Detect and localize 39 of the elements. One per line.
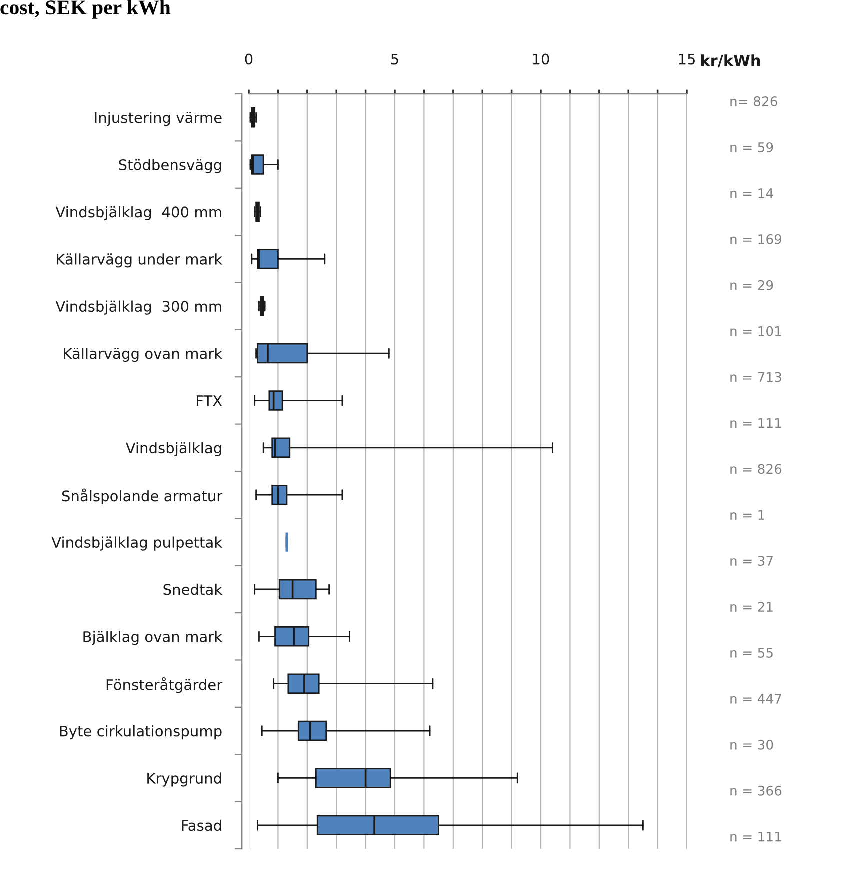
y-tick-label: Fönsteråtgärder	[106, 677, 223, 694]
y-tick-label: Vindsbjälklag pulpettak	[52, 536, 223, 551]
x-axis-title: kr/kWh	[701, 54, 760, 68]
text: n = 366	[730, 786, 782, 796]
x-tick-label: 10	[533, 54, 550, 65]
text: n = 111	[730, 832, 782, 842]
y-tick-label: Byte cirkulationspump	[60, 725, 222, 740]
x-tick-label: 5	[391, 54, 398, 65]
y-tick-label: Vindsbjälklag 300 mm	[56, 300, 222, 315]
y-tick-label: Stödbensvägg	[119, 159, 222, 174]
y-tick-label: Vindsbjälklag	[126, 442, 222, 456]
text: n = 447	[730, 694, 782, 704]
text: n = 713	[730, 372, 782, 382]
text: n = 111	[730, 418, 782, 428]
text: n = 30	[730, 740, 774, 750]
y-tick-label: Snedtak	[164, 584, 223, 596]
text: n = 59	[730, 142, 774, 152]
y-tick-label: Bjälklag ovan mark	[84, 631, 223, 646]
text: n = 21	[730, 602, 773, 612]
y-tick-label: Källarvägg under mark	[57, 254, 223, 268]
text: n = 29	[730, 280, 774, 290]
text: n= 826	[730, 96, 778, 107]
text: n = 37	[730, 556, 773, 566]
text: n = 1	[730, 510, 764, 520]
y-tick-label: Snålspolande armatur	[62, 488, 223, 505]
y-tick-label: Krypgrund	[148, 772, 222, 787]
y-tick-label: FTX	[197, 396, 222, 406]
y-tick-label: Fasad	[182, 820, 222, 832]
text: n = 826	[730, 464, 782, 474]
text: n = 14	[730, 188, 774, 198]
y-tick-label: Injustering värme	[95, 112, 222, 126]
text: n = 101	[730, 326, 782, 336]
x-tick-label: 0	[245, 54, 253, 65]
text: n = 55	[730, 648, 773, 658]
chart-title: cost, SEK per kWh	[0, 0, 171, 19]
text: n = 169	[730, 234, 782, 244]
y-tick-label: Vindsbjälklag 400 mm	[56, 206, 222, 221]
y-tick-label: Källarvägg ovan mark	[64, 348, 223, 362]
x-tick-label: 15	[679, 54, 696, 65]
